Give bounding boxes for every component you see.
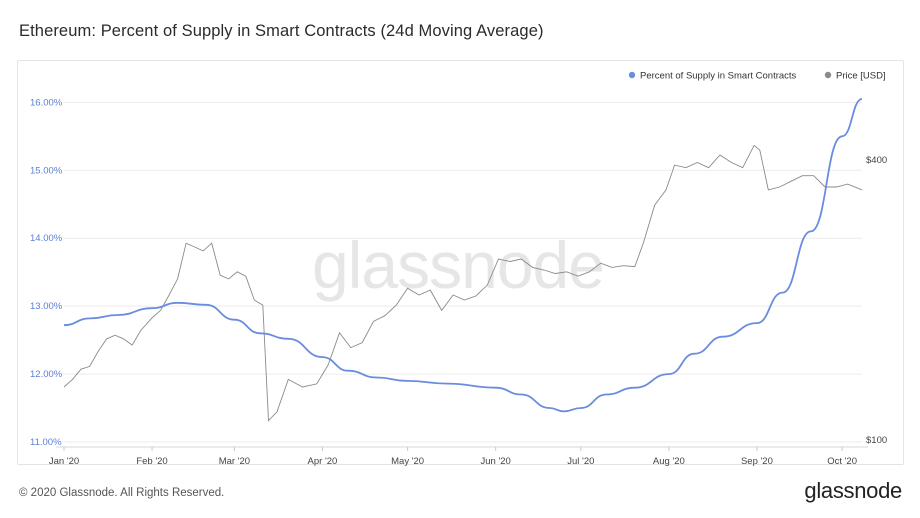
line-chart: glassnode 11.00% 12.00% 13.00% 14.00% 15.00%… bbox=[30, 71, 887, 468]
series-price-line bbox=[63, 144, 863, 422]
legend[interactable]: Percent of Supply in Smart Contracts Pric… bbox=[628, 71, 886, 82]
copyright-text: © 2020 Glassnode. All Rights Reserved. bbox=[19, 487, 225, 499]
y-left-tick-label: 13.00% bbox=[30, 301, 63, 312]
chart-title: Ethereum: Percent of Supply in Smart Con… bbox=[19, 22, 544, 40]
chart-panel bbox=[17, 60, 904, 465]
x-tick-label: Feb '20 bbox=[136, 456, 167, 467]
legend-label[interactable]: Percent of Supply in Smart Contracts bbox=[640, 71, 797, 82]
y-left-tick-label: 11.00% bbox=[30, 437, 62, 448]
y-right-tick-label: $100 bbox=[866, 435, 887, 446]
legend-label[interactable]: Price [USD] bbox=[836, 71, 886, 82]
x-tick-label: Jun '20 bbox=[480, 456, 510, 467]
x-tick-label: Oct '20 bbox=[827, 456, 857, 467]
series-group bbox=[63, 98, 863, 422]
x-tick-label: Aug '20 bbox=[653, 456, 685, 467]
legend-swatch bbox=[824, 71, 832, 79]
y-axis-left: 11.00% 12.00% 13.00% 14.00% 15.00% 16.00% bbox=[30, 97, 63, 448]
legend-swatch bbox=[628, 71, 636, 79]
series-supply-line bbox=[63, 98, 863, 413]
x-tick-label: Jul '20 bbox=[567, 456, 594, 467]
y-right-tick-label: $400 bbox=[866, 155, 887, 166]
x-tick-label: Sep '20 bbox=[741, 456, 773, 467]
x-axis: Jan '20 Feb '20 Mar '20 Apr '20 May '20 Jun '… bbox=[49, 446, 868, 467]
x-tick-label: Mar '20 bbox=[219, 456, 250, 467]
y-left-tick-label: 12.00% bbox=[30, 369, 63, 380]
y-left-tick-label: 16.00% bbox=[30, 97, 63, 108]
brand-logo: glassnode bbox=[804, 478, 902, 503]
y-left-tick-label: 14.00% bbox=[30, 233, 63, 244]
x-tick-label: May '20 bbox=[391, 456, 424, 467]
y-left-tick-label: 15.00% bbox=[30, 165, 63, 176]
x-tick-label: Jan '20 bbox=[49, 456, 79, 467]
gridlines bbox=[64, 101, 862, 443]
x-tick-label: Apr '20 bbox=[308, 456, 338, 467]
watermark: glassnode bbox=[312, 228, 604, 302]
y-axis-right: $100 $400 bbox=[866, 155, 887, 446]
